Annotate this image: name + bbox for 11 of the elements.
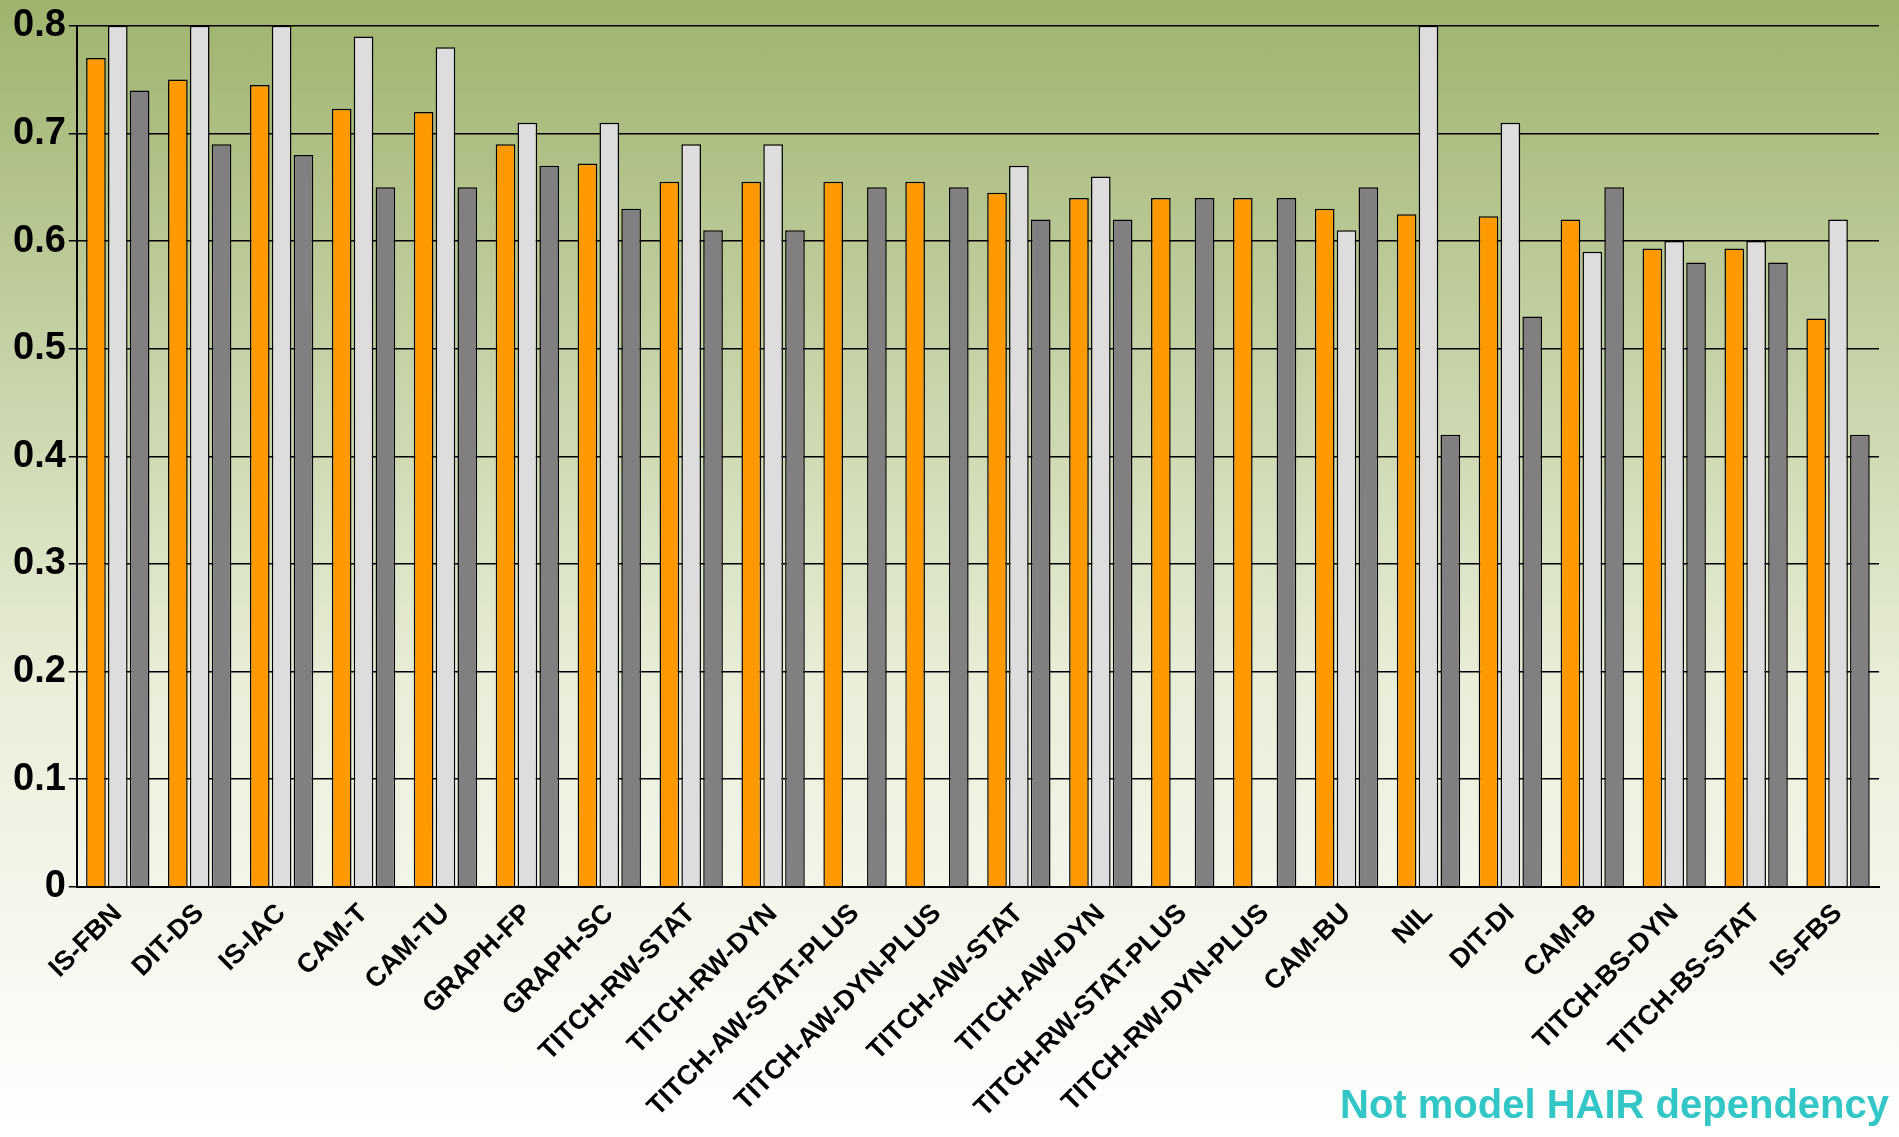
x-tick-label: NIL bbox=[1386, 897, 1438, 950]
y-tick-label: 0.6 bbox=[13, 217, 66, 260]
y-tick-label: 0.5 bbox=[13, 325, 66, 368]
text: Not model HAIR dependency bbox=[1340, 1082, 1890, 1127]
y-tick-label: 0 bbox=[44, 863, 66, 906]
y-tick-label: 0.8 bbox=[13, 2, 66, 45]
y-tick-label: 0.7 bbox=[13, 109, 66, 152]
y-tick-label: 0.4 bbox=[13, 432, 66, 475]
y-tick-label: 0.3 bbox=[13, 540, 66, 583]
y-tick-label: 0.2 bbox=[13, 648, 66, 691]
y-tick-label: 0.1 bbox=[13, 755, 66, 798]
